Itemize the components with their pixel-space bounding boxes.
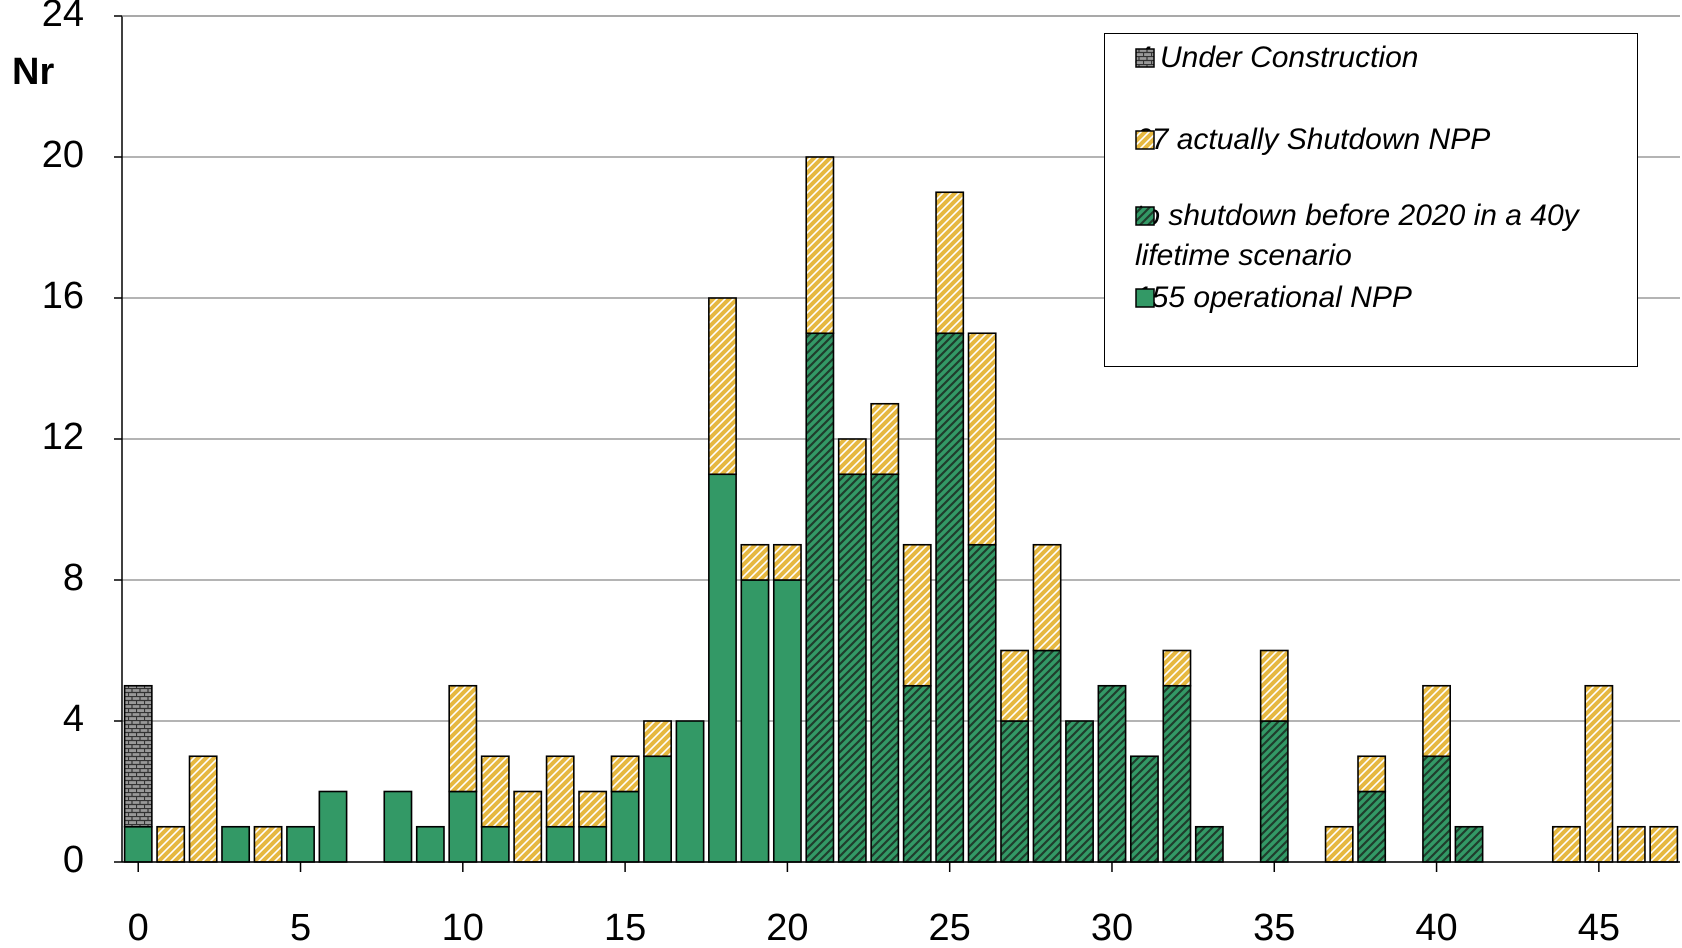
- x-tick-label: 5: [290, 907, 311, 948]
- bar-segment: [1162, 649, 1192, 687]
- x-tick-label: 30: [1091, 907, 1133, 948]
- legend-swatch: [1135, 288, 1155, 308]
- bar-segment: [156, 825, 186, 863]
- bar-segment: [253, 825, 283, 863]
- bar-segment: [935, 332, 965, 863]
- bar-segment: [286, 825, 315, 863]
- x-tick-label: 15: [604, 907, 646, 948]
- y-tick-label: 20: [42, 134, 84, 176]
- legend-label: 155 operational NPP: [1135, 281, 1412, 314]
- legend-entry: 155 operational NPP: [1135, 278, 1585, 318]
- bar-segment: [610, 790, 640, 863]
- bar-segment: [1130, 755, 1159, 863]
- bar-segment: [1454, 825, 1484, 863]
- bar-segment: [740, 543, 770, 581]
- bar-segment: [837, 473, 867, 863]
- bar-segment: [902, 543, 932, 687]
- legend-entry: to shutdown before 2020 in a 40y lifetim…: [1135, 196, 1585, 276]
- bar-segment: [318, 790, 348, 863]
- bar-segment: [1649, 825, 1679, 863]
- bar-segment: [805, 156, 835, 335]
- x-tick-label: 20: [766, 907, 808, 948]
- bar-segment: [740, 579, 770, 863]
- bar-segment: [935, 191, 965, 335]
- bar-segment: [610, 755, 640, 793]
- legend-swatch: [1135, 130, 1155, 150]
- x-tick-label: 0: [128, 907, 149, 948]
- bar-segment: [123, 825, 153, 863]
- bar-segment: [837, 438, 867, 476]
- legend-swatch: [1135, 48, 1155, 68]
- bar-segment: [1097, 684, 1127, 863]
- bar-segment: [643, 720, 672, 758]
- bar-segment: [870, 402, 900, 476]
- bar-segment: [805, 332, 835, 863]
- legend-entry: 4 Under Construction: [1135, 38, 1585, 78]
- bar-segment: [1324, 825, 1354, 863]
- bar-segment: [772, 543, 802, 581]
- bar-segment: [1194, 825, 1224, 863]
- bar-segment: [1162, 684, 1192, 863]
- bar-segment: [1422, 684, 1451, 758]
- y-tick-label: 0: [63, 839, 84, 881]
- bar-segment: [513, 790, 543, 863]
- bar-segment: [1551, 825, 1581, 863]
- bar-segment: [448, 684, 478, 793]
- bar-segment: [578, 825, 608, 863]
- bar-segment: [967, 543, 997, 863]
- y-tick-label: 16: [42, 275, 84, 317]
- bar-segment: [221, 825, 251, 863]
- bar-segment: [123, 684, 153, 828]
- bar-segment: [1357, 755, 1387, 793]
- bar-segment: [545, 755, 575, 828]
- bar-segment: [448, 790, 478, 863]
- bar-segment: [1259, 649, 1289, 722]
- bar-segment: [480, 755, 510, 828]
- legend-label: to shutdown before 2020 in a 40y lifetim…: [1135, 199, 1579, 272]
- y-tick-label: 24: [42, 0, 84, 35]
- y-axis-label: Nr: [12, 51, 54, 93]
- x-tick-label: 25: [929, 907, 971, 948]
- bar-segment: [772, 579, 802, 863]
- legend-label: 67 actually Shutdown NPP: [1135, 123, 1491, 156]
- bar-segment: [1065, 720, 1094, 863]
- x-tick-label: 45: [1578, 907, 1620, 948]
- bar-segment: [188, 755, 218, 863]
- legend: 4 Under Construction 67 actually Shutdown…: [1104, 33, 1638, 367]
- x-tick-label: 35: [1253, 907, 1295, 948]
- bar-segment: [578, 790, 608, 828]
- bar-segment: [643, 755, 672, 863]
- x-tick-label: 10: [442, 907, 484, 948]
- bar-segment: [1584, 684, 1614, 863]
- bar-segment: [1000, 720, 1030, 863]
- bar-segment: [415, 825, 445, 863]
- y-tick-label: 4: [63, 698, 84, 740]
- legend-swatch: [1135, 206, 1155, 226]
- bar-segment: [1032, 543, 1062, 652]
- bar-segment: [383, 790, 413, 863]
- bar-segment: [1422, 755, 1451, 863]
- bar-segment: [708, 297, 737, 476]
- bar-segment: [870, 473, 900, 863]
- legend-label: 4 Under Construction: [1135, 41, 1419, 74]
- bar-segment: [1000, 649, 1030, 722]
- legend-entry: 67 actually Shutdown NPP: [1135, 120, 1585, 160]
- bar-segment: [675, 720, 705, 863]
- y-tick-label: 12: [42, 416, 84, 458]
- bar-segment: [902, 684, 932, 863]
- bar-segment: [480, 825, 510, 863]
- bar-segment: [708, 473, 737, 863]
- y-tick-label: 8: [63, 557, 84, 599]
- bar-segment: [545, 825, 575, 863]
- bar-segment: [1357, 790, 1387, 863]
- bar-segment: [1032, 649, 1062, 863]
- x-tick-label: 40: [1415, 907, 1457, 948]
- bar-segment: [967, 332, 997, 546]
- bar-segment: [1616, 825, 1646, 863]
- bar-segment: [1259, 720, 1289, 863]
